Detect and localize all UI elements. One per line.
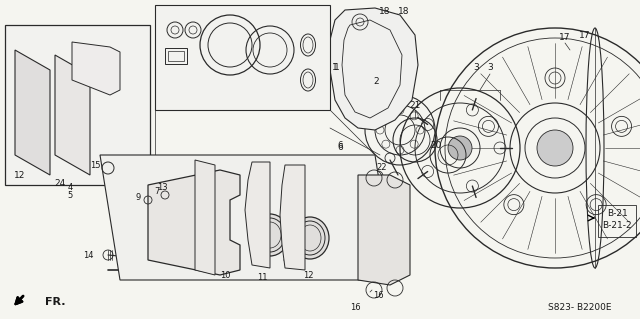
Polygon shape [330, 8, 418, 130]
Ellipse shape [291, 217, 329, 259]
Text: 9: 9 [136, 194, 141, 203]
Bar [155, 5, 330, 110]
Text: 2: 2 [387, 80, 393, 90]
Text: 22: 22 [377, 164, 387, 173]
Circle shape [448, 136, 472, 160]
Bar [168, 51, 184, 61]
Polygon shape [195, 160, 215, 275]
Circle shape [537, 130, 573, 166]
Text: 17: 17 [579, 31, 591, 40]
Text: 2: 2 [373, 78, 379, 86]
Text: 7: 7 [154, 188, 160, 197]
Text: FR.: FR. [45, 297, 65, 307]
Polygon shape [358, 175, 410, 285]
Polygon shape [280, 165, 305, 270]
Text: 12: 12 [14, 170, 26, 180]
Bar [165, 48, 187, 64]
Text: S823- B2200E: S823- B2200E [548, 303, 612, 313]
Text: 19: 19 [367, 181, 377, 189]
Bar [598, 205, 636, 237]
Text: 12: 12 [303, 271, 313, 279]
Polygon shape [100, 155, 395, 280]
Text: 6: 6 [337, 144, 343, 152]
Text: 16: 16 [372, 291, 383, 300]
Polygon shape [55, 55, 90, 175]
Text: 10: 10 [220, 271, 230, 279]
Text: 18: 18 [398, 8, 410, 17]
Polygon shape [72, 42, 120, 95]
Text: 17: 17 [559, 33, 571, 42]
Text: 24: 24 [54, 179, 66, 188]
Text: 8: 8 [282, 256, 288, 264]
Text: 6: 6 [337, 140, 342, 150]
Bar [5, 25, 150, 185]
Text: 5: 5 [67, 190, 72, 199]
Text: 20: 20 [430, 140, 442, 150]
Text: 1: 1 [334, 63, 340, 72]
Text: 15: 15 [90, 160, 100, 169]
Ellipse shape [251, 214, 289, 256]
Text: B-21-2: B-21-2 [602, 220, 632, 229]
Text: 3: 3 [487, 63, 493, 72]
Polygon shape [245, 162, 270, 268]
Polygon shape [148, 170, 240, 275]
Text: 16: 16 [349, 303, 360, 313]
Polygon shape [15, 50, 50, 175]
Text: 21: 21 [410, 100, 420, 109]
Text: 4: 4 [67, 183, 72, 192]
Text: 18: 18 [380, 8, 391, 17]
Text: 1: 1 [332, 63, 338, 72]
Text: 13: 13 [157, 183, 167, 192]
Text: 3: 3 [473, 63, 479, 72]
Text: B-21: B-21 [607, 209, 627, 218]
Text: 14: 14 [83, 250, 93, 259]
Text: 11: 11 [257, 273, 268, 283]
